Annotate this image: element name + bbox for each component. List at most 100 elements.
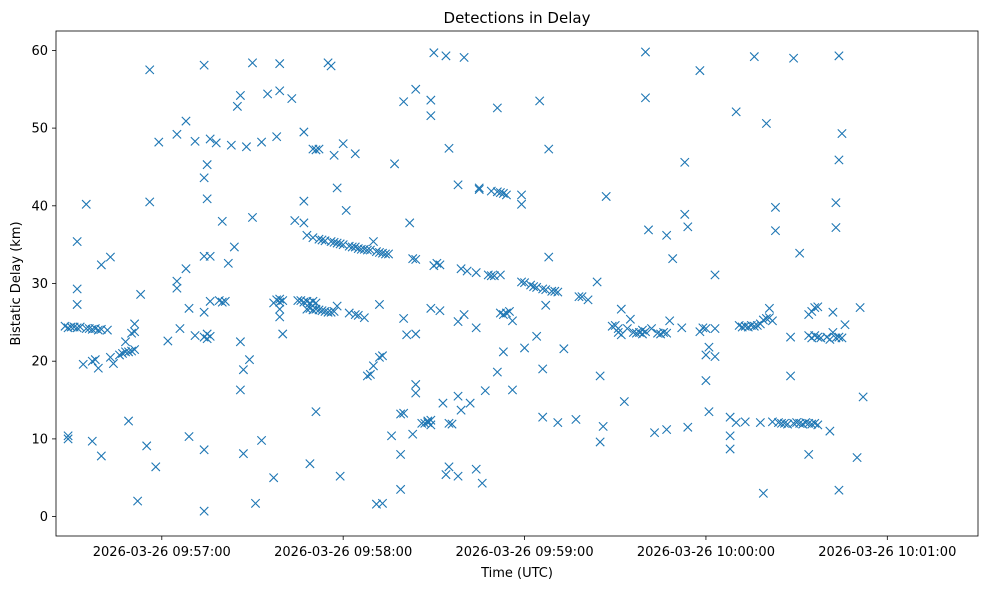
data-point: [622, 323, 632, 334]
data-point: [646, 323, 657, 334]
data-point: [852, 452, 862, 463]
data-point: [595, 437, 605, 447]
data-point: [120, 337, 131, 347]
data-point: [332, 238, 342, 248]
data-point: [238, 449, 249, 459]
data-point: [75, 322, 85, 332]
y-axis-ticks: 0 10 20 30 40 50 60: [31, 44, 56, 525]
data-point: [471, 464, 481, 474]
data-point: [501, 190, 512, 200]
data-point: [680, 157, 690, 167]
data-point: [217, 297, 227, 307]
data-point: [601, 191, 611, 202]
data-point: [810, 330, 820, 341]
data-point: [126, 346, 137, 356]
data-point: [710, 270, 720, 280]
data-point: [825, 426, 835, 436]
data-point: [232, 101, 242, 111]
data-point: [136, 289, 146, 299]
data-point: [453, 471, 463, 481]
data-point: [695, 327, 705, 337]
data-point: [516, 190, 527, 200]
data-point: [456, 264, 466, 274]
data-point: [311, 304, 321, 314]
data-point: [335, 239, 345, 249]
data-point: [353, 310, 363, 320]
data-point: [429, 48, 439, 58]
data-point: [795, 248, 805, 258]
data-point: [701, 350, 711, 360]
data-point: [93, 363, 103, 373]
data-point: [199, 445, 209, 455]
data-point: [102, 325, 112, 335]
data-point: [613, 323, 623, 334]
data-point: [837, 128, 847, 139]
data-point: [574, 292, 584, 302]
data-point: [205, 331, 215, 341]
data-point: [299, 196, 309, 206]
data-point: [519, 343, 530, 353]
data-point: [396, 409, 406, 419]
x-tick-label: 2026-03-26 09:59:00: [456, 545, 594, 560]
data-point: [731, 417, 741, 428]
data-point: [453, 391, 463, 401]
data-point: [831, 222, 841, 233]
data-point: [544, 144, 554, 154]
x-tick-label: 2026-03-26 10:00:00: [637, 545, 775, 560]
data-point: [338, 240, 348, 250]
data-point: [498, 347, 508, 357]
data-point: [362, 371, 372, 381]
data-point: [405, 218, 415, 228]
data-point: [311, 407, 321, 417]
data-point: [87, 356, 97, 366]
data-point: [396, 449, 406, 460]
data-point: [704, 407, 714, 417]
data-point: [649, 428, 660, 438]
data-point: [435, 260, 445, 270]
data-point: [595, 371, 605, 381]
data-point: [643, 225, 654, 235]
data-point: [211, 138, 221, 148]
data-point: [529, 282, 539, 292]
data-point: [199, 60, 209, 70]
data-point: [432, 258, 442, 268]
data-point: [350, 309, 360, 320]
data-point: [725, 431, 735, 441]
data-point: [205, 134, 215, 144]
x-tick-label: 2026-03-26 09:58:00: [274, 545, 412, 560]
data-point: [411, 388, 421, 398]
data-point: [344, 308, 354, 318]
data-point: [559, 344, 569, 354]
data-point: [789, 53, 799, 63]
data-point: [402, 330, 412, 340]
data-point: [308, 296, 318, 306]
data-point: [408, 254, 418, 264]
data-point: [96, 260, 106, 270]
data-point: [329, 237, 339, 247]
data-point: [662, 424, 672, 435]
data-point: [541, 300, 551, 310]
chart-title: Detections in Delay: [444, 9, 591, 27]
data-point: [368, 236, 378, 247]
data-point: [72, 299, 82, 310]
data-point: [825, 334, 835, 345]
data-point: [123, 347, 134, 357]
data-point: [411, 379, 421, 390]
data-point: [199, 307, 209, 317]
data-point: [72, 323, 82, 333]
y-tick-label: 30: [31, 277, 48, 292]
data-point: [175, 323, 185, 334]
data-point: [302, 230, 312, 240]
data-point: [199, 506, 209, 516]
data-point: [411, 84, 421, 94]
data-point: [785, 371, 796, 381]
data-point: [858, 392, 868, 402]
data-point: [498, 309, 508, 320]
data-point: [235, 90, 245, 101]
data-point: [263, 89, 273, 99]
data-point: [640, 93, 651, 103]
data-point: [377, 351, 388, 361]
data-point: [374, 247, 385, 258]
data-point: [314, 234, 324, 244]
data-point: [550, 286, 560, 296]
